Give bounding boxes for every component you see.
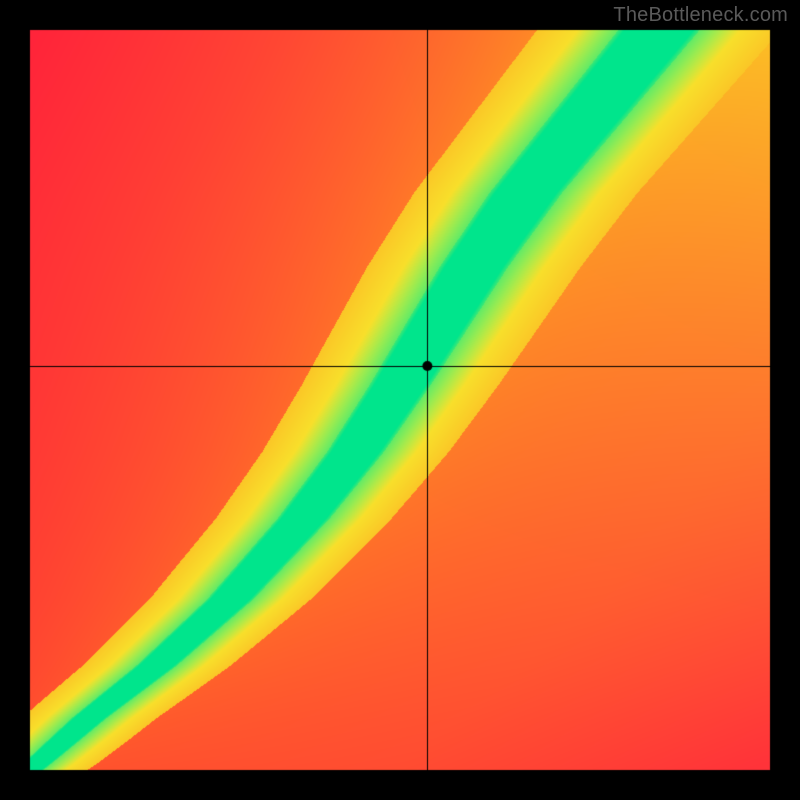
- watermark-text: TheBottleneck.com: [613, 4, 788, 27]
- chart-container: TheBottleneck.com: [0, 0, 800, 800]
- bottleneck-heatmap-canvas: [0, 0, 800, 800]
